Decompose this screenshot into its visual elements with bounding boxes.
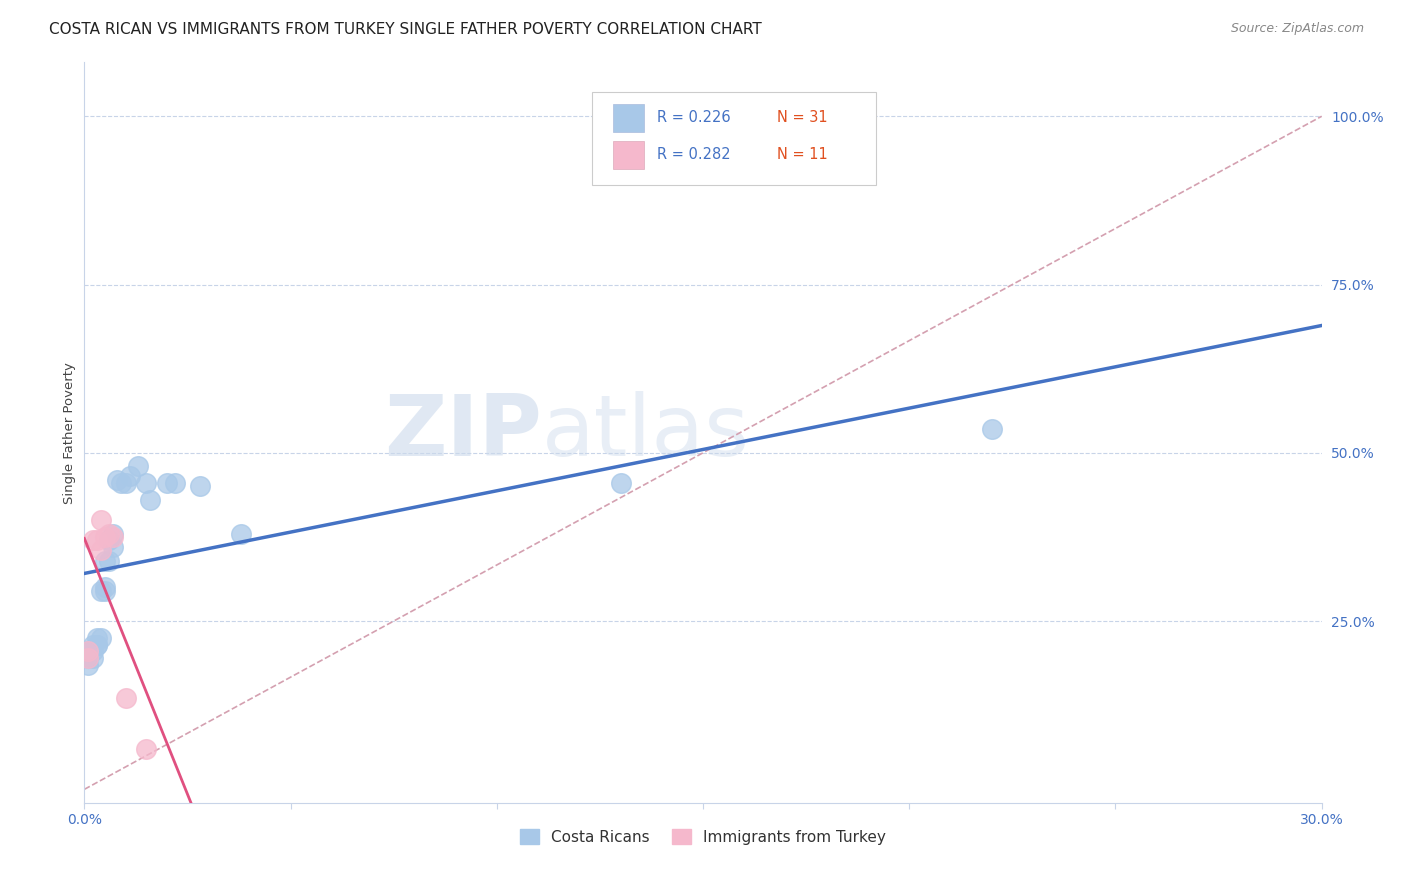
- FancyBboxPatch shape: [592, 92, 876, 185]
- FancyBboxPatch shape: [613, 141, 644, 169]
- Text: R = 0.226: R = 0.226: [657, 111, 731, 126]
- Text: R = 0.282: R = 0.282: [657, 147, 731, 162]
- Point: [86, 631, 108, 645]
- Point: [118, 469, 141, 483]
- Text: COSTA RICAN VS IMMIGRANTS FROM TURKEY SINGLE FATHER POVERTY CORRELATION CHART: COSTA RICAN VS IMMIGRANTS FROM TURKEY SI…: [49, 22, 762, 37]
- Point: [114, 476, 136, 491]
- Point: [94, 530, 117, 544]
- Point: [98, 533, 121, 548]
- Point: [94, 553, 117, 567]
- Text: N = 11: N = 11: [778, 147, 828, 162]
- Point: [86, 638, 108, 652]
- Point: [135, 742, 157, 756]
- Point: [77, 644, 100, 658]
- Point: [77, 644, 100, 658]
- Text: ZIP: ZIP: [384, 391, 543, 475]
- Point: [110, 476, 132, 491]
- Point: [103, 540, 125, 554]
- Text: N = 31: N = 31: [778, 111, 828, 126]
- Point: [90, 583, 112, 598]
- FancyBboxPatch shape: [613, 103, 644, 132]
- Point: [609, 476, 631, 491]
- Legend: Costa Ricans, Immigrants from Turkey: Costa Ricans, Immigrants from Turkey: [515, 822, 891, 851]
- Point: [980, 422, 1002, 436]
- Point: [77, 651, 100, 665]
- Point: [94, 583, 117, 598]
- Point: [105, 473, 128, 487]
- Point: [82, 644, 104, 658]
- Point: [135, 476, 157, 491]
- Text: Source: ZipAtlas.com: Source: ZipAtlas.com: [1230, 22, 1364, 36]
- Point: [127, 459, 149, 474]
- Point: [82, 533, 104, 548]
- Point: [90, 513, 112, 527]
- Point: [82, 651, 104, 665]
- Point: [77, 657, 100, 672]
- Point: [229, 526, 252, 541]
- Point: [98, 553, 121, 567]
- Point: [98, 526, 121, 541]
- Point: [156, 476, 179, 491]
- Point: [90, 631, 112, 645]
- Point: [90, 543, 112, 558]
- Text: atlas: atlas: [543, 391, 751, 475]
- Point: [86, 638, 108, 652]
- Point: [139, 492, 162, 507]
- Point: [103, 530, 125, 544]
- Point: [165, 476, 187, 491]
- Point: [188, 479, 211, 493]
- Point: [103, 526, 125, 541]
- Point: [77, 651, 100, 665]
- Y-axis label: Single Father Poverty: Single Father Poverty: [63, 361, 76, 504]
- Point: [94, 581, 117, 595]
- Point: [82, 638, 104, 652]
- Point: [86, 533, 108, 548]
- Point: [114, 691, 136, 706]
